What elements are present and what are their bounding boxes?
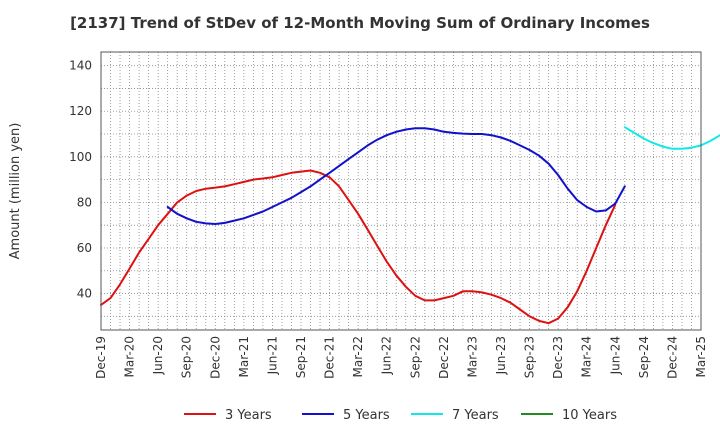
y-tick-label: 40 xyxy=(77,287,92,301)
x-tick-label: Mar-22 xyxy=(351,336,365,377)
x-tick-label: Mar-23 xyxy=(465,336,479,377)
x-tick-label: Sep-24 xyxy=(637,336,651,378)
x-tick-label: Jun-22 xyxy=(380,336,394,375)
legend-label: 10 Years xyxy=(562,408,617,423)
legend: 3 Years 5 Years 7 Years 10 Years xyxy=(184,408,617,423)
x-tick-label: Jun-23 xyxy=(494,336,508,375)
plot-border xyxy=(100,51,702,331)
chart-title: [2137] Trend of StDev of 12-Month Moving… xyxy=(70,14,650,32)
x-tick-label: Dec-21 xyxy=(323,336,337,379)
x-tick-label: Dec-20 xyxy=(208,336,222,379)
x-tick-label: Jun-24 xyxy=(608,336,622,375)
legend-label: 5 Years xyxy=(343,408,390,423)
grid-lines xyxy=(101,52,701,330)
legend-label: 7 Years xyxy=(452,408,499,423)
x-tick-label: Dec-19 xyxy=(94,336,108,379)
x-tick-label: Sep-20 xyxy=(180,336,194,378)
series-lines xyxy=(100,126,720,325)
plot-area xyxy=(101,52,701,330)
x-tick-label: Dec-24 xyxy=(665,336,679,379)
y-tick-label: 100 xyxy=(69,150,92,164)
x-tick-label: Mar-20 xyxy=(123,336,137,377)
y-tick-label: 120 xyxy=(69,104,92,118)
y-tick-label: 140 xyxy=(69,59,92,73)
x-tick-label: Mar-24 xyxy=(580,336,594,377)
y-axis-label: Amount (million yen) xyxy=(8,123,23,260)
x-tick-label: Mar-21 xyxy=(237,336,251,377)
series-line-5-years xyxy=(166,127,626,225)
legend-label: 3 Years xyxy=(225,408,272,423)
y-tick-label: 60 xyxy=(77,241,92,255)
x-tick-label: Jun-21 xyxy=(265,336,279,375)
x-tick-label: Sep-22 xyxy=(408,336,422,378)
x-tick-label: Dec-22 xyxy=(437,336,451,379)
x-tick-label: Sep-21 xyxy=(294,336,308,378)
y-tick-label: 80 xyxy=(77,195,92,209)
x-tick-label: Dec-23 xyxy=(551,336,565,379)
x-tick-label: Sep-23 xyxy=(523,336,537,378)
x-tick-label: Mar-25 xyxy=(694,336,708,377)
x-tick-labels: Dec-19 Mar-20 Jun-20 Sep-20 Dec-20 Mar-21 Jun-… xyxy=(94,336,708,379)
y-tick-labels: 40 60 80 100 120 140 xyxy=(69,59,92,301)
x-tick-label: Jun-20 xyxy=(151,336,165,375)
series-line-7-years xyxy=(623,126,720,150)
series-line-3-years xyxy=(100,169,617,325)
